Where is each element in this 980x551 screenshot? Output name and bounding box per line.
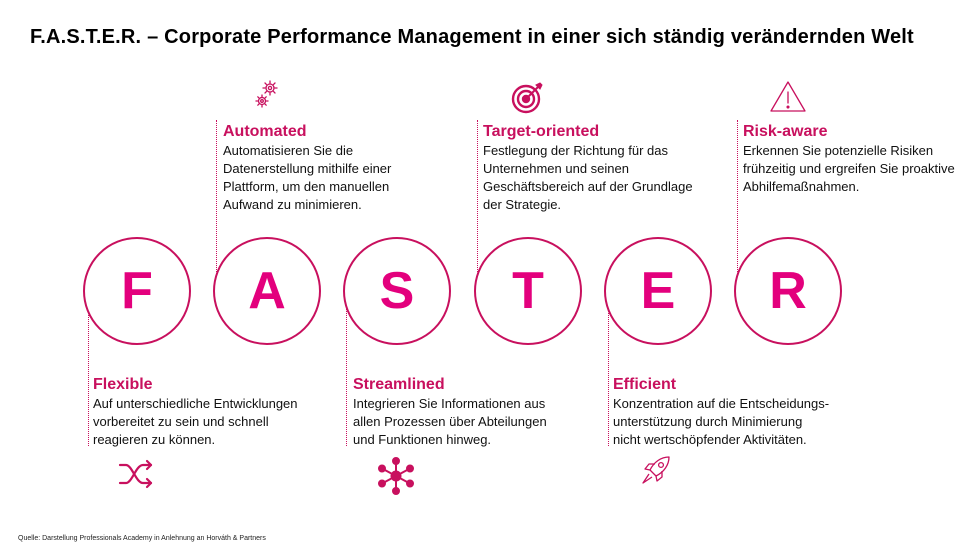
target-oriented-text: Festlegung der Richtung für das Unterneh… <box>483 143 693 212</box>
risk-aware-heading: Risk-aware <box>743 123 828 140</box>
connector-line-risk <box>737 120 738 280</box>
warning-icon <box>768 78 808 118</box>
automated-heading: Automated <box>223 123 307 140</box>
automated-block: Automated Automatisieren Sie die Datener… <box>223 122 473 214</box>
flexible-block: Flexible Auf unterschiedliche Entwicklun… <box>93 375 343 449</box>
target-icon <box>507 78 547 118</box>
rocket-icon <box>636 450 676 490</box>
letter-circle-a: A <box>213 237 321 345</box>
streamlined-heading: Streamlined <box>353 376 445 393</box>
efficient-block: Efficient Konzentration auf die Entschei… <box>613 375 863 449</box>
letter-circle-f: F <box>83 237 191 345</box>
connector-line-target <box>477 120 478 280</box>
connector-line-efficient <box>608 292 609 446</box>
connector-line-automated <box>216 120 217 280</box>
target-oriented-heading: Target-oriented <box>483 123 600 140</box>
efficient-text: Konzentration auf die Entscheidungs- unt… <box>613 396 830 447</box>
target-oriented-block: Target-oriented Festlegung der Richtung … <box>483 122 733 214</box>
letter-circle-r: R <box>734 237 842 345</box>
letter-circle-t: T <box>474 237 582 345</box>
streamlined-block: Streamlined Integrieren Sie Informatione… <box>353 375 603 449</box>
network-icon <box>376 456 416 496</box>
shuffle-icon <box>116 454 156 494</box>
connector-line-streamlined <box>346 292 347 446</box>
flexible-text: Auf unterschiedliche Entwicklungen vorbe… <box>93 396 298 447</box>
letter-circle-s: S <box>343 237 451 345</box>
letter-circle-e: E <box>604 237 712 345</box>
flexible-heading: Flexible <box>93 376 153 393</box>
risk-aware-text: Erkennen Sie potenzielle Risiken frühzei… <box>743 143 955 194</box>
connector-line-flexible <box>88 292 89 446</box>
source-note: Quelle: Darstellung Professionals Academ… <box>18 535 266 542</box>
automated-text: Automatisieren Sie die Datenerstellung m… <box>223 143 392 212</box>
streamlined-text: Integrieren Sie Informationen aus allen … <box>353 396 547 447</box>
efficient-heading: Efficient <box>613 376 677 393</box>
page-title: F.A.S.T.E.R. – Corporate Performance Man… <box>30 26 914 48</box>
gears-icon <box>246 74 286 114</box>
risk-aware-block: Risk-aware Erkennen Sie potenzielle Risi… <box>743 122 975 196</box>
